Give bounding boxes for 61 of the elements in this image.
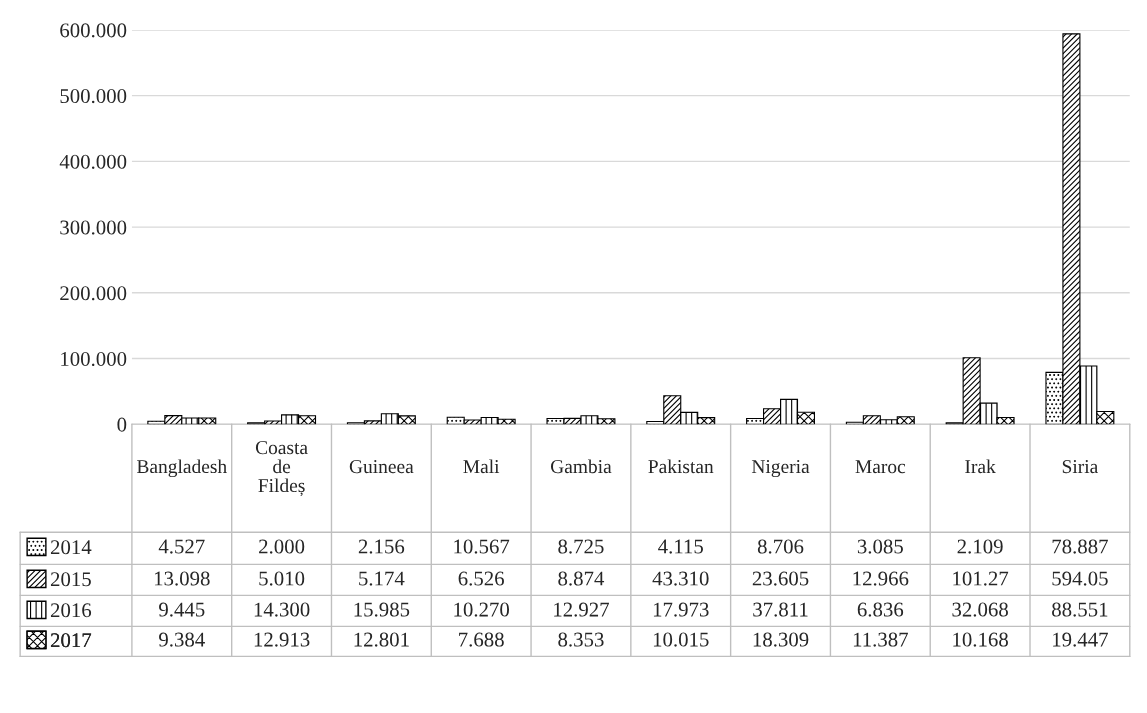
data-label: 4.527 <box>158 539 205 554</box>
x-tick-label: Coasta de Fildeș <box>255 441 308 497</box>
y-tick-label: 0 <box>117 417 127 432</box>
x-tick-label: Siria <box>1062 460 1098 474</box>
data-label: 19.447 <box>1053 632 1108 647</box>
data-label: 594.05 <box>1052 571 1108 586</box>
legend-label: 2014 <box>50 540 92 555</box>
data-label: 14.300 <box>254 602 310 617</box>
data-label: 2.156 <box>358 539 405 554</box>
legend-label: 2017 <box>50 633 92 648</box>
data-label: 6.836 <box>857 602 904 617</box>
data-label: 9.445 <box>159 602 205 617</box>
data-label: 10.270 <box>454 602 510 617</box>
y-tick-label: 600.000 <box>60 23 127 38</box>
y-tick-label: 100.000 <box>61 351 127 367</box>
data-label: 18.309 <box>753 632 809 647</box>
x-tick-label: Guineea <box>349 460 414 474</box>
data-label: 13.098 <box>154 571 210 586</box>
x-tick-label: Nigeria <box>751 460 810 478</box>
y-tick-label: 400.000 <box>59 154 127 169</box>
legend-label: 2015 <box>50 572 91 587</box>
data-label: 5.174 <box>359 571 405 586</box>
data-label: 8.874 <box>558 571 605 586</box>
data-label: 88.551 <box>1052 602 1108 617</box>
data-label: 4.115 <box>658 539 703 554</box>
data-label: 15.985 <box>354 602 410 617</box>
data-label: 10.015 <box>653 632 709 647</box>
data-label: 12.913 <box>254 632 310 647</box>
x-tick-label: Gambia <box>550 459 612 474</box>
data-label: 78.887 <box>1052 539 1108 554</box>
x-tick-label: Irak <box>965 459 996 474</box>
y-tick-label: 300.000 <box>60 220 127 235</box>
legend-label: 2016 <box>50 603 92 618</box>
data-label: 10.168 <box>953 632 1008 647</box>
data-label: 43.310 <box>652 571 709 586</box>
data-label: 3.085 <box>857 539 903 554</box>
data-label: 8.725 <box>558 539 604 554</box>
data-label: 8.353 <box>558 632 604 647</box>
data-label: 101.27 <box>953 571 1009 586</box>
y-tick-label: 500.000 <box>60 89 127 104</box>
data-label: 5.010 <box>259 571 305 586</box>
data-label: 37.811 <box>753 602 808 617</box>
data-label: 7.688 <box>459 632 504 647</box>
x-tick-label: Mali <box>463 459 500 474</box>
data-label: 6.526 <box>458 571 504 586</box>
data-label: 9.384 <box>159 632 205 647</box>
data-label: 12.927 <box>554 602 609 617</box>
data-label: 8.706 <box>757 539 804 554</box>
data-label: 10.567 <box>454 539 510 554</box>
x-tick-label: Pakistan <box>648 459 714 474</box>
data-label: 11.387 <box>853 632 908 647</box>
data-label: 12.966 <box>853 571 909 586</box>
data-label: 12.801 <box>354 632 409 647</box>
x-tick-label: Maroc <box>855 460 906 474</box>
x-tick-label: Bangladesh <box>137 459 227 478</box>
y-tick-label: 200.000 <box>60 286 127 301</box>
data-label: 17.973 <box>653 602 709 617</box>
data-label: 32.068 <box>952 602 1008 617</box>
data-label: 2.109 <box>957 539 1003 554</box>
data-label: 23.605 <box>752 571 809 586</box>
data-label: 2.000 <box>259 539 305 554</box>
